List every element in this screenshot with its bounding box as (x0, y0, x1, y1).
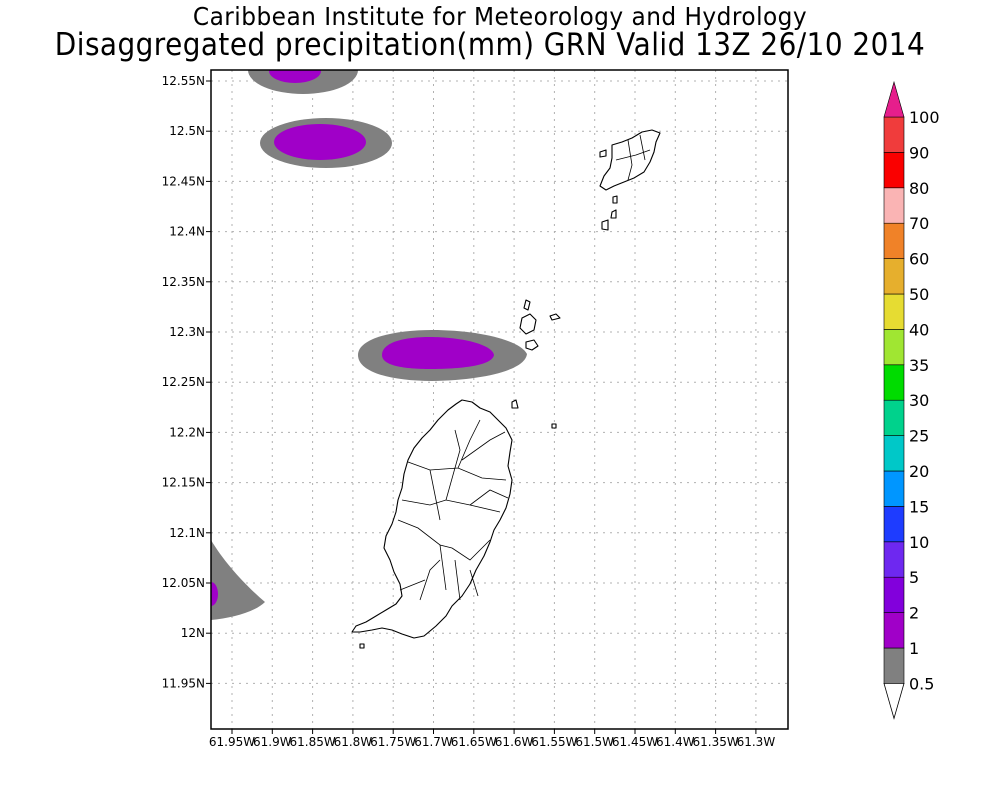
lon-tick-label: 61.65W (451, 735, 497, 749)
carriacou-boundaries (615, 134, 651, 181)
lon-tick-label: 61.8W (334, 735, 373, 749)
islet-c (601, 219, 609, 231)
colorbar-label: 60 (909, 250, 929, 269)
islet-f (523, 299, 531, 311)
carriacou-island (599, 129, 661, 191)
colorbar-max-triangle (883, 80, 905, 118)
colorbar-swatch (883, 435, 905, 472)
lat-tick-label: 12.3N (169, 325, 205, 339)
map-gridlines (211, 70, 788, 729)
colorbar-label: 100 (909, 108, 940, 127)
lat-tick-label: 12.5N (169, 124, 205, 138)
lat-tick-label: 12.4N (169, 225, 205, 239)
precip-core-north (274, 124, 366, 160)
colorbar-swatch (883, 329, 905, 366)
lat-tick-label: 12.45N (162, 174, 205, 188)
parish-boundaries (397, 419, 509, 601)
colorbar-swatch (883, 399, 905, 436)
colorbar-label: 25 (909, 427, 929, 446)
lat-tick-label: 11.95N (162, 676, 205, 690)
colorbar-min-triangle (883, 683, 905, 720)
colorbar-swatch (883, 612, 905, 649)
islet-e (519, 313, 537, 335)
lat-tick-label: 12.25N (162, 375, 205, 389)
islet-a (599, 149, 607, 158)
lon-tick-label: 61.3W (737, 735, 776, 749)
colorbar-label: 40 (909, 320, 929, 339)
colorbar-swatch (883, 647, 905, 684)
colorbar-label: 70 (909, 214, 929, 233)
islet-h (525, 339, 539, 351)
lon-tick-label: 61.6W (495, 735, 534, 749)
lon-tick-label: 61.85W (289, 735, 335, 749)
colorbar-swatch (883, 470, 905, 507)
precip-core-southwest (211, 582, 218, 606)
colorbar-swatch (883, 506, 905, 543)
lon-tick-label: 61.4W (656, 735, 695, 749)
lat-tick-label: 12.35N (162, 275, 205, 289)
islet-b (610, 209, 617, 219)
colorbar-swatch (883, 152, 905, 189)
colorbar-swatch (883, 541, 905, 578)
precip-area-southwest (211, 540, 265, 620)
islet-j (551, 423, 557, 429)
colorbar-swatch (883, 258, 905, 295)
colorbar-swatch (883, 222, 905, 259)
precip-core-central (382, 337, 494, 369)
colorbar-label: 80 (909, 179, 929, 198)
colorbar-label: 1 (909, 639, 919, 658)
colorbar-swatch (883, 364, 905, 401)
colorbar-label: 0.5 (909, 674, 934, 693)
grenada-island (351, 399, 513, 639)
colorbar-label: 30 (909, 391, 929, 410)
lat-tick-label: 12.05N (162, 576, 205, 590)
lat-tick-label: 12.55N (162, 74, 205, 88)
colorbar-swatch (883, 187, 905, 224)
colorbar-swatch (883, 116, 905, 153)
islet-g (549, 313, 561, 321)
islet-k (359, 643, 365, 649)
colorbar-label: 2 (909, 604, 919, 623)
colorbar-label: 50 (909, 285, 929, 304)
chart-title: Caribbean Institute for Meteorology and … (192, 2, 808, 31)
chart-subtitle: Disaggregated precipitation(mm) GRN Vali… (54, 27, 926, 63)
lon-tick-label: 61.7W (414, 735, 453, 749)
colorbar-label: 35 (909, 356, 929, 375)
colorbar-swatch (883, 576, 905, 613)
lat-tick-label: 12N (181, 626, 205, 640)
colorbar-label: 20 (909, 462, 929, 481)
map-axis-ticks: 12.55N 12.5N 12.45N 12.4N 12.35N 12.3N 12.25N 1… (162, 74, 776, 749)
lon-tick-label: 61.45W (612, 735, 658, 749)
colorbar-swatch (883, 293, 905, 330)
colorbar-label: 10 (909, 533, 929, 552)
lat-tick-label: 12.2N (169, 425, 205, 439)
colorbar-label: 5 (909, 568, 919, 587)
lon-tick-label: 61.5W (575, 735, 614, 749)
map-frame (210, 69, 789, 730)
islet-i (511, 399, 519, 409)
islet-d (612, 195, 618, 204)
lon-tick-label: 61.35W (692, 735, 738, 749)
lat-tick-label: 12.15N (162, 476, 205, 490)
lon-tick-label: 61.55W (531, 735, 577, 749)
precip-core-top-edge (269, 70, 321, 83)
precipitation-contours (211, 70, 527, 620)
lon-tick-label: 61.9W (253, 735, 292, 749)
island-outlines (351, 129, 661, 649)
lon-tick-label: 61.75W (370, 735, 416, 749)
colorbar-label: 90 (909, 143, 929, 162)
lat-tick-label: 12.1N (169, 526, 205, 540)
colorbar-label: 15 (909, 497, 929, 516)
lon-tick-label: 61.95W (209, 735, 255, 749)
